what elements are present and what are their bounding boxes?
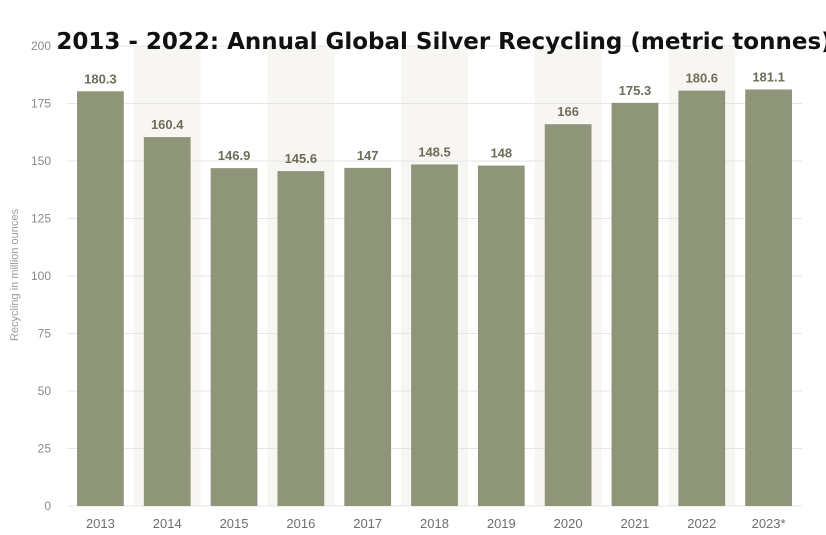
x-tick-label: 2014	[153, 516, 182, 531]
data-label: 180.6	[685, 71, 718, 86]
bars	[77, 89, 792, 507]
data-label: 175.3	[619, 83, 652, 98]
y-tick-label: 175	[31, 97, 51, 111]
y-tick-label: 0	[44, 499, 51, 513]
data-label: 180.3	[84, 71, 117, 86]
data-label: 146.9	[218, 148, 251, 163]
x-tick-label: 2015	[220, 516, 249, 531]
data-label: 145.6	[285, 151, 318, 166]
bar-2018	[411, 164, 458, 506]
data-label: 166	[557, 104, 579, 119]
data-label: 160.4	[151, 117, 184, 132]
bar-2021	[611, 102, 659, 506]
bar-2016	[277, 171, 325, 506]
bar-2023	[745, 89, 792, 506]
data-label: 181.1	[752, 69, 785, 84]
bar-2017	[344, 167, 392, 506]
bar-2013	[77, 91, 124, 506]
x-tick-label: 2018	[420, 516, 449, 531]
y-tick-label: 150	[31, 154, 51, 168]
chart-title: 2013 - 2022: Annual Global Silver Recycl…	[56, 29, 826, 55]
y-axis-label: Recycling in million ounces	[9, 208, 21, 341]
y-tick-label: 200	[31, 39, 51, 53]
data-label: 148.5	[418, 144, 451, 159]
bar-2015	[210, 168, 258, 506]
bar-2014	[143, 137, 191, 506]
y-tick-label: 75	[38, 327, 52, 341]
x-tick-label: 2013	[86, 516, 115, 531]
x-tick-label: 2016	[286, 516, 315, 531]
x-tick-label: 2017	[353, 516, 382, 531]
x-tick-label: 2020	[554, 516, 583, 531]
x-tick-label: 2021	[620, 516, 649, 531]
y-tick-label: 50	[38, 384, 52, 398]
y-tick-label: 25	[38, 442, 52, 456]
data-labels: 180.3 160.4 146.9 145.6 147 148.5 148 166 175.3 1…	[84, 69, 785, 166]
bar-2022	[678, 90, 726, 507]
x-tick-label: 2019	[487, 516, 516, 531]
y-tick-label: 100	[31, 269, 51, 283]
x-tick-label: 2023*	[752, 516, 786, 531]
bar-2020	[544, 124, 592, 506]
x-axis-ticks: 2013 2014 2015 2016 2017 2018 2019 2020 2021 2022…	[86, 516, 786, 531]
data-label: 148	[490, 146, 512, 161]
bar-2019	[477, 165, 525, 506]
y-tick-label: 125	[31, 212, 51, 226]
x-tick-label: 2022	[687, 516, 716, 531]
y-axis-ticks: 0 25 50 75 100 125 150 175 200	[31, 39, 51, 513]
data-label: 147	[357, 148, 379, 163]
